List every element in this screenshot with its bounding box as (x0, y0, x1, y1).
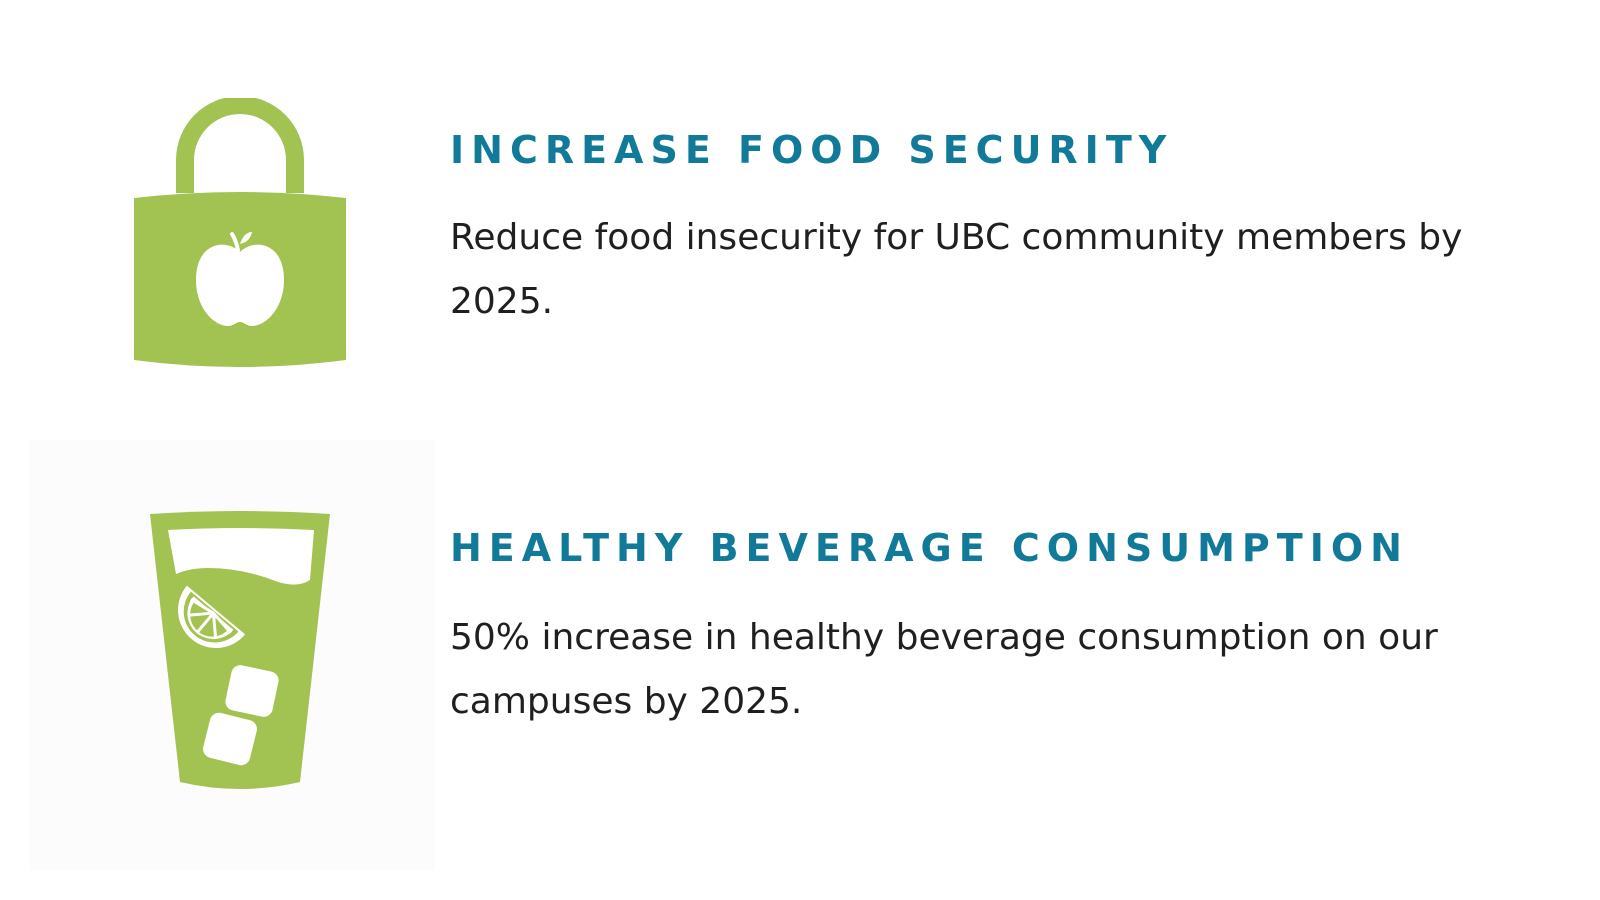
goal-text-block: HEALTHY BEVERAGE CONSUMPTION 50% increas… (450, 526, 1480, 734)
goal-food-security: INCREASE FOOD SECURITY Reduce food insec… (0, 0, 1600, 420)
goal-description: Reduce food insecurity for UBC community… (450, 217, 1463, 322)
goal-healthy-beverage: HEALTHY BEVERAGE CONSUMPTION 50% increas… (0, 440, 1600, 880)
icon-panel (30, 440, 435, 870)
goal-title: INCREASE FOOD SECURITY (450, 128, 1174, 172)
goal-text-block: INCREASE FOOD SECURITY Reduce food insec… (450, 128, 1480, 334)
goal-description: 50% increase in healthy beverage consump… (450, 617, 1438, 722)
goal-title: HEALTHY BEVERAGE CONSUMPTION (450, 526, 1409, 570)
padlock-apple-icon (130, 98, 350, 370)
glass-lime-ice-icon (148, 510, 333, 792)
